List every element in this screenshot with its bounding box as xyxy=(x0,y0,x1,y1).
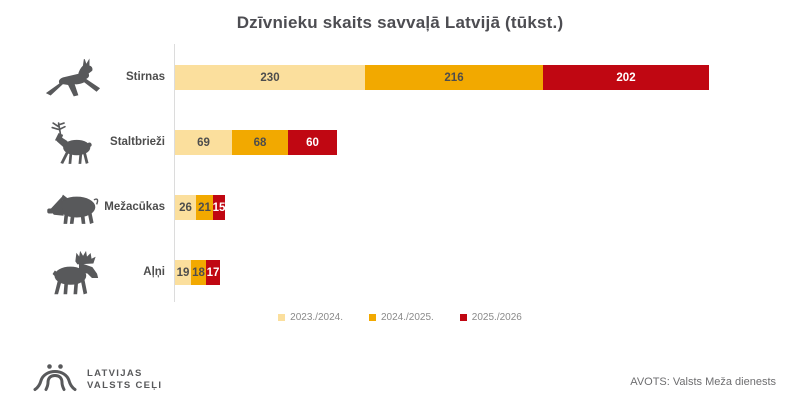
legend: 2023./2024. 2024./2025. 2025./2026 xyxy=(0,312,800,323)
lvc-logo: LATVIJAS VALSTS CEĻI xyxy=(33,362,162,398)
category-label: Mežacūkas xyxy=(104,201,165,213)
roe-deer-icon xyxy=(42,55,106,101)
logo-text-line1: LATVIJAS xyxy=(87,367,143,379)
axis-baseline xyxy=(174,44,175,302)
lvc-bridge-icon xyxy=(33,362,77,398)
bar-segment: 202 xyxy=(543,65,709,90)
red-deer-icon xyxy=(42,120,106,166)
legend-item: 2023./2024. xyxy=(278,312,343,323)
bar-group: 230 216 202 xyxy=(175,65,709,90)
category-label: Staltbrieži xyxy=(110,136,165,148)
legend-item: 2025./2026 xyxy=(459,312,522,323)
bar-segment: 68 xyxy=(232,130,288,155)
bar-segment: 230 xyxy=(175,65,365,90)
chart-title: Dzīvnieku skaits savvaļā Latvijā (tūkst.… xyxy=(236,13,564,32)
legend-label: 2023./2024. xyxy=(290,312,343,323)
legend-item: 2024./2025. xyxy=(368,312,434,323)
bar-segment: 21 xyxy=(196,195,213,220)
bar-segment: 69 xyxy=(175,130,232,155)
source-credit: AVOTS: Valsts Meža dienests xyxy=(630,376,776,388)
legend-swatch xyxy=(368,314,376,321)
legend-swatch xyxy=(459,314,467,321)
legend-swatch xyxy=(278,314,286,321)
moose-icon xyxy=(42,250,106,296)
category-label: Aļņi xyxy=(143,266,165,278)
bar-segment: 15 xyxy=(213,195,225,220)
legend-label: 2024./2025. xyxy=(380,312,434,323)
wild-boar-icon xyxy=(42,185,106,231)
chart-row-alni: Aļņi 19 18 17 xyxy=(0,250,800,295)
bar-segment: 60 xyxy=(288,130,337,155)
legend-label: 2025./2026 xyxy=(471,312,522,323)
bar-segment: 216 xyxy=(365,65,543,90)
logo-text-line2: VALSTS CEĻI xyxy=(87,380,163,391)
stacked-bar-chart: Stirnas 230 216 202 Stal xyxy=(0,44,800,304)
bar-segment: 19 xyxy=(175,260,191,285)
bar-group: 26 21 15 xyxy=(175,195,225,220)
lvc-logo-text: LATVIJAS VALSTS CEĻI xyxy=(87,368,162,393)
category-label: Stirnas xyxy=(126,71,165,83)
chart-row-stirnas: Stirnas 230 216 202 xyxy=(0,58,800,97)
bar-group: 19 18 17 xyxy=(175,260,220,285)
bar-segment: 18 xyxy=(191,260,206,285)
bar-segment: 17 xyxy=(206,260,220,285)
chart-row-mezacukas: Mežacūkas 26 21 15 xyxy=(0,194,800,224)
bar-segment: 26 xyxy=(175,195,196,220)
chart-row-staltbriezi: Staltbrieži 69 68 60 xyxy=(0,122,800,164)
bar-group: 69 68 60 xyxy=(175,130,337,155)
